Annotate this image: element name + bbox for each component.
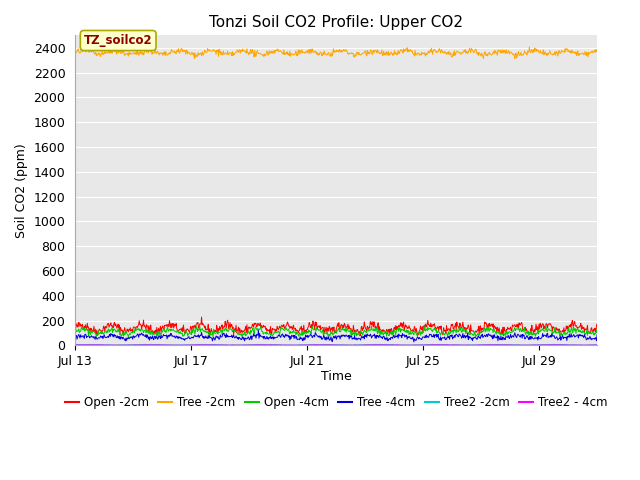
Tree -2cm <box>90 50 98 56</box>
Open -2cm <box>494 327 502 333</box>
Tree -2cm <box>262 52 269 58</box>
Open -2cm <box>194 320 202 325</box>
Tree2 -2cm <box>289 342 297 348</box>
Open -4cm <box>262 330 269 336</box>
Tree -4cm <box>494 338 502 344</box>
Tree2 - 4cm <box>261 342 269 348</box>
Tree2 -2cm <box>90 342 98 348</box>
Tree2 - 4cm <box>194 342 202 348</box>
Tree -4cm <box>71 334 79 340</box>
Text: TZ_soilco2: TZ_soilco2 <box>84 34 152 47</box>
Open -2cm <box>90 324 98 329</box>
Open -4cm <box>493 329 501 335</box>
Tree -2cm <box>191 56 198 61</box>
Tree -2cm <box>593 47 601 53</box>
Tree -2cm <box>290 52 298 58</box>
Open -4cm <box>71 328 79 334</box>
Tree2 - 4cm <box>493 342 501 348</box>
Tree2 - 4cm <box>90 342 98 348</box>
Tree2 -2cm <box>71 342 79 348</box>
Tree2 - 4cm <box>593 342 601 348</box>
Open -2cm <box>356 333 364 339</box>
Tree2 - 4cm <box>349 342 356 348</box>
Open -4cm <box>368 324 376 329</box>
Tree2 - 4cm <box>71 342 79 348</box>
Tree2 -2cm <box>261 342 269 348</box>
Y-axis label: Soil CO2 (ppm): Soil CO2 (ppm) <box>15 143 28 238</box>
Tree -4cm <box>593 332 601 337</box>
Open -4cm <box>90 329 98 335</box>
Line: Tree -2cm: Tree -2cm <box>75 47 597 59</box>
Title: Tonzi Soil CO2 Profile: Upper CO2: Tonzi Soil CO2 Profile: Upper CO2 <box>209 15 463 30</box>
Tree2 -2cm <box>593 342 601 348</box>
Line: Tree -4cm: Tree -4cm <box>75 331 597 342</box>
Open -4cm <box>290 327 298 333</box>
Open -4cm <box>194 326 202 332</box>
Tree -4cm <box>255 328 262 334</box>
X-axis label: Time: Time <box>321 370 351 383</box>
Tree -4cm <box>194 334 202 339</box>
Open -2cm <box>593 321 601 327</box>
Open -2cm <box>368 319 376 324</box>
Open -2cm <box>262 326 269 332</box>
Tree -4cm <box>90 334 98 339</box>
Open -4cm <box>209 334 217 340</box>
Tree2 - 4cm <box>289 342 297 348</box>
Tree -4cm <box>262 336 269 342</box>
Tree -4cm <box>290 333 298 338</box>
Open -4cm <box>593 330 601 336</box>
Open -4cm <box>542 322 550 328</box>
Tree -2cm <box>525 44 533 50</box>
Open -2cm <box>198 314 205 320</box>
Tree2 -2cm <box>367 342 375 348</box>
Line: Open -2cm: Open -2cm <box>75 317 597 336</box>
Tree2 - 4cm <box>368 342 376 348</box>
Tree -4cm <box>410 339 418 345</box>
Tree -2cm <box>493 52 501 58</box>
Tree -2cm <box>368 49 376 55</box>
Line: Open -4cm: Open -4cm <box>75 325 597 337</box>
Tree2 - 4cm <box>550 342 557 348</box>
Line: Tree2 -2cm: Tree2 -2cm <box>75 344 597 346</box>
Tree2 -2cm <box>493 342 501 348</box>
Tree2 -2cm <box>520 343 528 348</box>
Tree2 -2cm <box>194 341 202 347</box>
Open -2cm <box>290 322 298 328</box>
Tree2 -2cm <box>429 341 436 347</box>
Tree -2cm <box>195 52 202 58</box>
Open -2cm <box>71 324 79 330</box>
Tree -2cm <box>71 51 79 57</box>
Legend: Open -2cm, Tree -2cm, Open -4cm, Tree -4cm, Tree2 -2cm, Tree2 - 4cm: Open -2cm, Tree -2cm, Open -4cm, Tree -4… <box>60 392 612 414</box>
Tree -4cm <box>368 335 376 341</box>
